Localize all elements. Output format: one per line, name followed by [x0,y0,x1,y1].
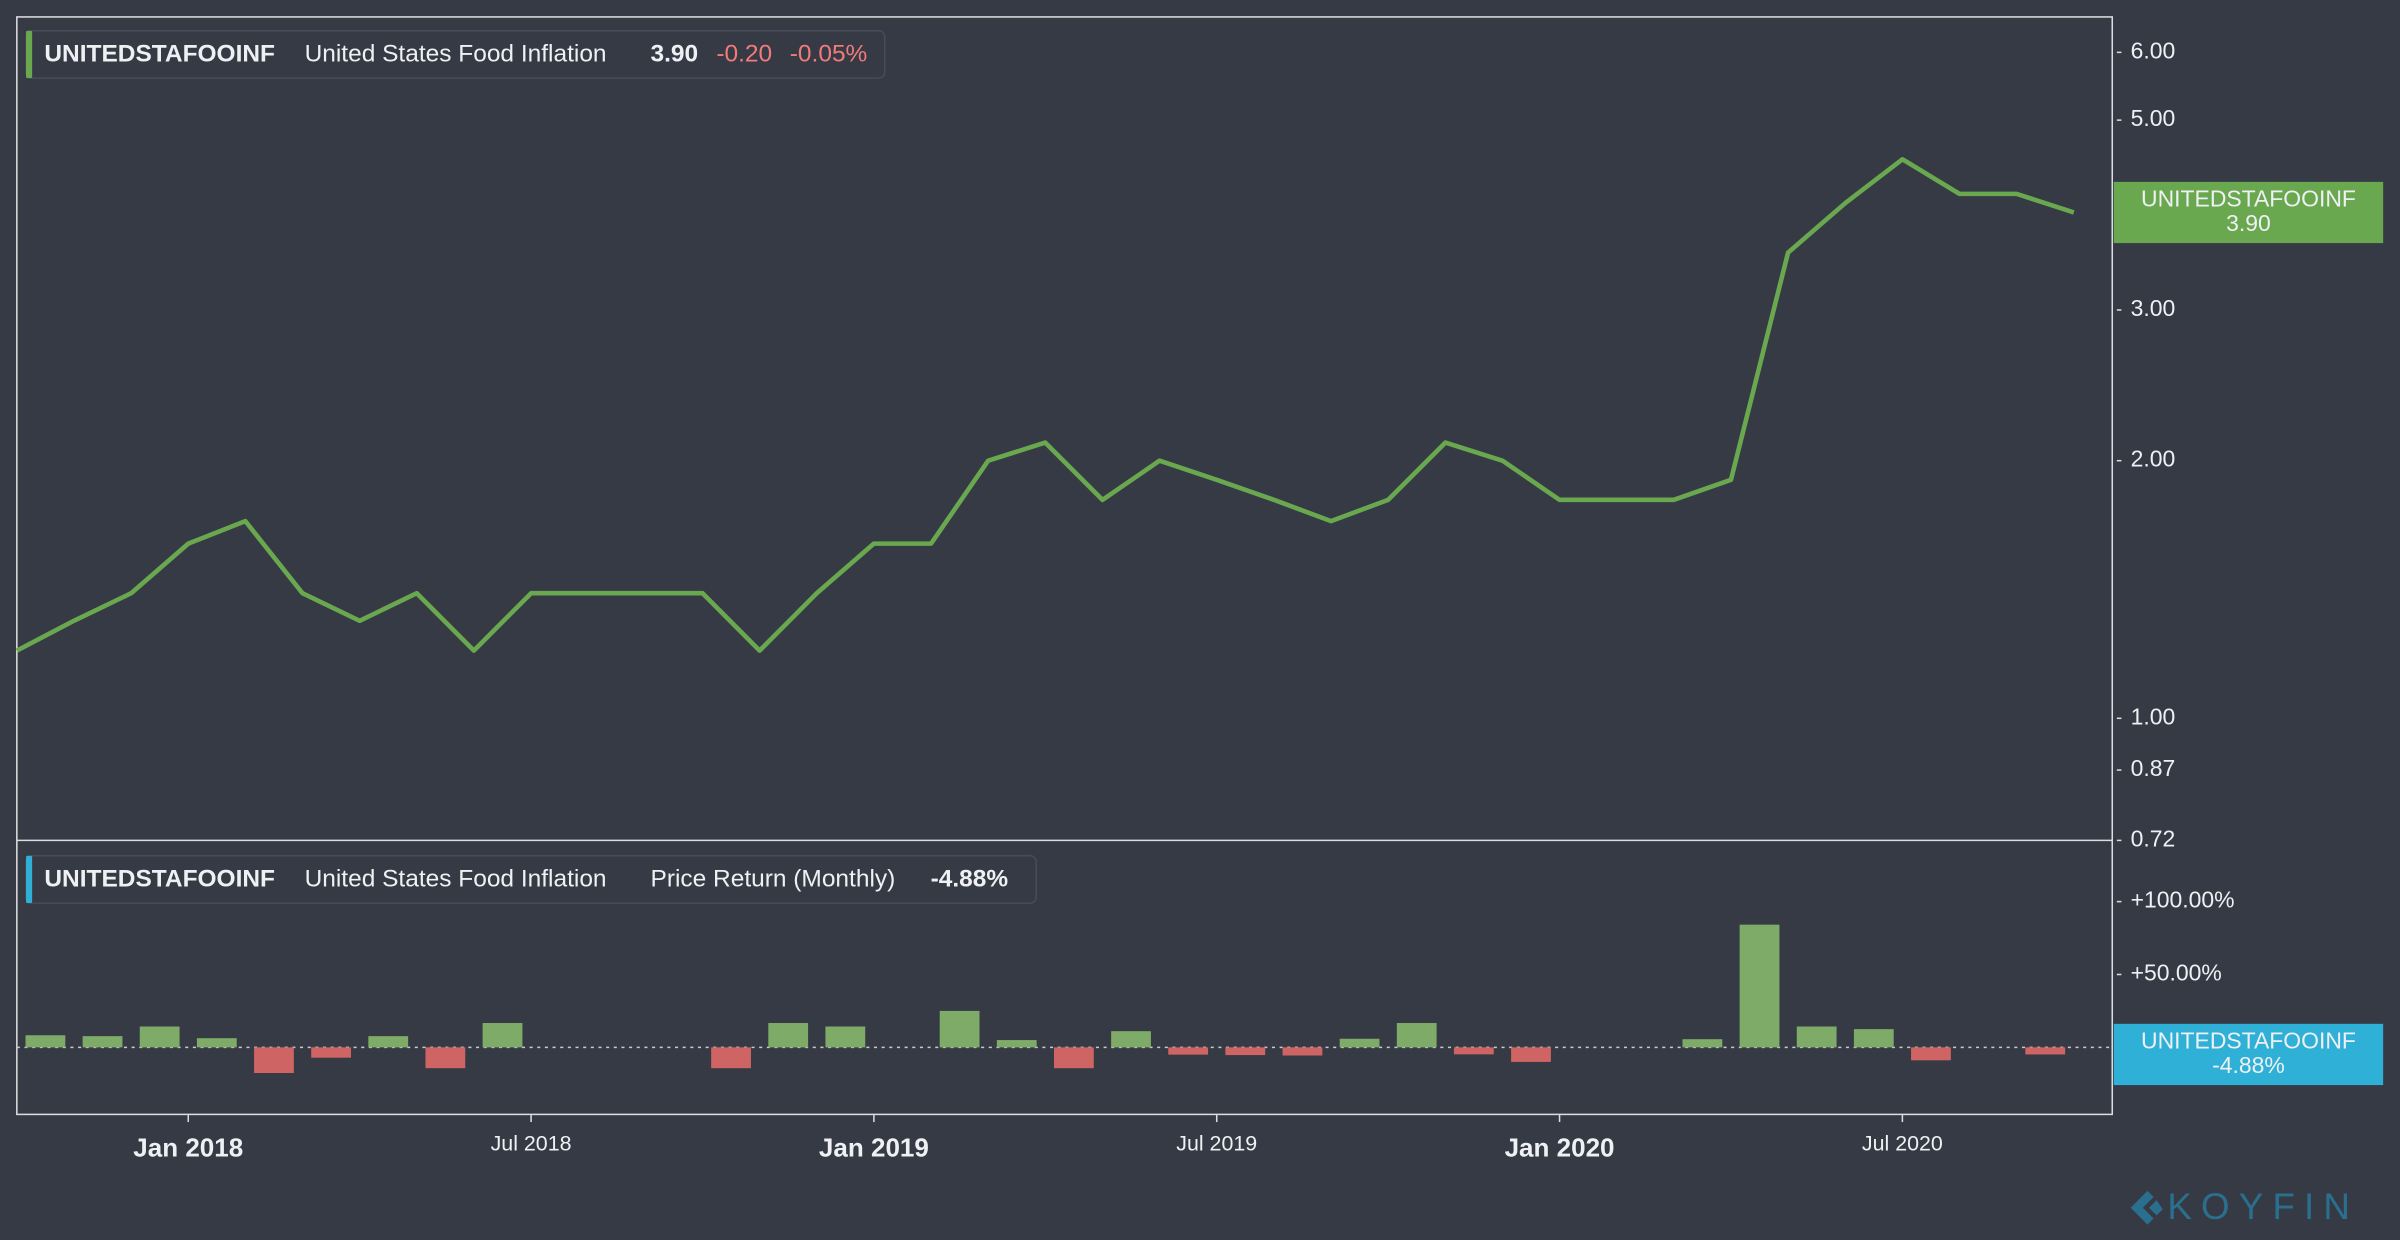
y-tick-label: +50.00% [2131,960,2222,986]
return-bar [2025,1047,2066,1055]
legend-name: United States Food Inflation [305,41,607,68]
return-bar [254,1047,294,1073]
legend-symbol: UNITEDSTAFOOINF [44,41,275,68]
return-bar [368,1036,409,1048]
legend-swatch [26,855,33,904]
legend-change-pct: -0.05% [790,41,868,68]
return-bar [1911,1047,1951,1061]
return-bar [1682,1039,1723,1048]
return-bar [825,1026,866,1048]
return-bar [939,1010,980,1048]
brand-logo: KOYFIN [2130,1186,2359,1227]
x-tick-label: Jul 2019 [1176,1132,1257,1156]
legend-symbol: UNITEDSTAFOOINF [44,866,275,893]
return-bar [139,1026,180,1048]
y-tick-label: 6.00 [2131,37,2176,63]
return-tag-box [2113,1023,2384,1086]
return-tag-value: -4.88% [2212,1052,2285,1078]
return-bar [82,1036,123,1048]
brand-name: KOYFIN [2167,1186,2359,1227]
legend-last: -4.88% [931,866,1009,893]
return-bar [1339,1038,1380,1048]
return-bar [1396,1023,1437,1048]
return-bar [25,1035,66,1048]
legend-name: United States Food Inflation [305,866,607,893]
return-bar [1111,1031,1151,1048]
x-tick-label: Jul 2020 [1862,1132,1943,1156]
x-tick-label: Jul 2018 [491,1132,572,1156]
y-tick-label: 2.00 [2131,446,2176,472]
return-bar [711,1047,751,1069]
x-tick-label: Jan 2018 [133,1132,243,1162]
y-tick-label: 0.72 [2131,825,2176,851]
brand-icon [2148,1200,2163,1216]
return-bar [996,1040,1037,1048]
plot-frame [16,16,2114,1116]
return-tag: UNITEDSTAFOOINF-4.88% [2113,1023,2384,1086]
legend-measure: Price Return (Monthly) [651,866,896,893]
legend-swatch [26,30,33,79]
x-tick-label: Jan 2020 [1505,1132,1615,1162]
return-bar [1282,1047,1323,1056]
return-bar [1168,1047,1209,1055]
return-bar [768,1023,809,1048]
return-bar [311,1047,351,1058]
y-tick-label: 1.00 [2131,703,2176,729]
price-tag-value: 3.90 [2226,210,2271,236]
y-tick-label: 0.87 [2131,755,2176,781]
return-bar [1796,1026,1837,1048]
return-bar [1053,1047,1094,1069]
return-bar [1511,1047,1551,1062]
return-bar [1739,924,1780,1048]
y-tick-label: +100.00% [2131,887,2235,913]
y-tick-label: 3.00 [2131,295,2176,321]
price-tag-box [2113,181,2384,244]
return-bar [1853,1029,1894,1048]
brand-icon [2130,1190,2154,1225]
return-tag-symbol: UNITEDSTAFOOINF [2141,1027,2356,1053]
x-tick-label: Jan 2019 [819,1132,929,1162]
return-bar [482,1023,523,1048]
legend-last: 3.90 [651,41,699,68]
legend-change: -0.20 [716,41,772,68]
return-bar [425,1047,466,1069]
return-bar [1225,1047,1266,1056]
return-bar [1453,1047,1494,1055]
price-line [15,156,2075,653]
y-tick-label: 5.00 [2131,105,2176,131]
price-tag-symbol: UNITEDSTAFOOINF [2141,185,2356,211]
return-bar [196,1038,237,1048]
